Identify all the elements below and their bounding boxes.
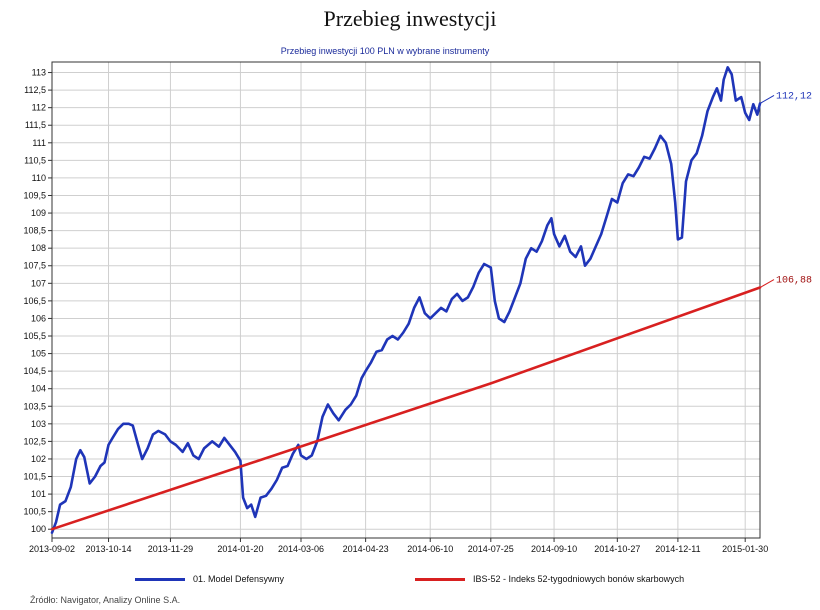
x-tick-label: 2014-04-23 [343,544,389,554]
x-tick-label: 2014-09-10 [531,544,577,554]
y-tick-label: 106 [31,313,46,323]
y-tick-label: 103 [31,419,46,429]
y-tick-label: 110,5 [24,155,46,165]
source-note: Źródło: Navigator, Analizy Online S.A. [30,595,181,605]
y-tick-label: 102,5 [23,436,46,446]
legend-item-series-2: IBS-52 - Indeks 52-tygodniowych bonów sk… [415,572,684,586]
y-tick-label: 104 [31,384,46,394]
y-tick-label: 107,5 [23,261,46,271]
line-chart: 100 100,5 101 101,5 102 102,5 103 103,5 104 104,5… [23,61,812,554]
x-tick-label: 2013-11-29 [148,544,193,554]
series-line-1 [50,66,762,534]
y-tick-label: 104,5 [23,366,46,376]
legend-swatch-series-1 [135,577,185,581]
y-tick-label: 108,5 [23,226,46,236]
label-layer: 112,12 106,88 [759,91,812,288]
y-tick-label: 109,5 [23,190,46,200]
y-tick-label: 111,5 [25,120,46,130]
y-tick-label: 109 [31,208,46,218]
x-tick-label: 2015-01-30 [722,544,768,554]
series-layer [50,66,762,534]
y-tick-label: 112,5 [24,85,46,95]
x-tick-label: 2014-03-06 [278,544,324,554]
grid-layer [51,62,760,538]
series-line-2 [50,286,762,531]
y-tick-label: 100,5 [23,507,46,517]
end-label-1: 112,12 [776,91,812,102]
y-tick-label: 100 [31,524,46,534]
y-tick-label: 112 [32,103,46,113]
y-tick-label: 105,5 [23,331,46,341]
y-tick-label: 110 [32,173,46,183]
end-label-connector-1 [759,95,775,104]
end-label-2: 106,88 [776,276,812,287]
end-label-connector-2 [759,279,775,288]
page-title: Przebieg inwestycji [323,6,497,31]
legend-label-series-1: 01. Model Defensywny [193,574,285,584]
x-tick-label: 2014-06-10 [407,544,453,554]
y-tick-label: 108 [31,243,46,253]
y-tick-label: 101 [31,489,46,499]
legend-label-series-2: IBS-52 - Indeks 52-tygodniowych bonów sk… [473,574,685,584]
axis-layer: 100 100,5 101 101,5 102 102,5 103 103,5 104 104,5… [23,61,768,554]
y-tick-label: 111 [32,138,46,148]
plot-frame [51,61,761,539]
y-tick-label: 103,5 [23,401,46,411]
y-tick-label: 113 [32,68,46,78]
x-tick-label: 2013-10-14 [86,544,132,554]
y-tick-label: 105 [31,349,46,359]
legend-swatch-series-2 [415,577,465,581]
x-tick-label: 2014-01-20 [217,544,263,554]
x-tick-label: 2014-10-27 [594,544,640,554]
x-tick-label: 2014-07-25 [468,544,514,554]
y-tick-label: 102 [31,454,46,464]
chart-subtitle: Przebieg inwestycji 100 PLN w wybrane in… [280,46,490,56]
legend-item-series-1: 01. Model Defensywny [135,572,284,586]
x-tick-label: 2013-09-02 [29,544,75,554]
y-tick-label: 101,5 [23,472,46,482]
y-tick-label: 106,5 [23,296,46,306]
y-tick-label: 107 [31,278,46,288]
x-tick-label: 2014-12-11 [655,544,700,554]
